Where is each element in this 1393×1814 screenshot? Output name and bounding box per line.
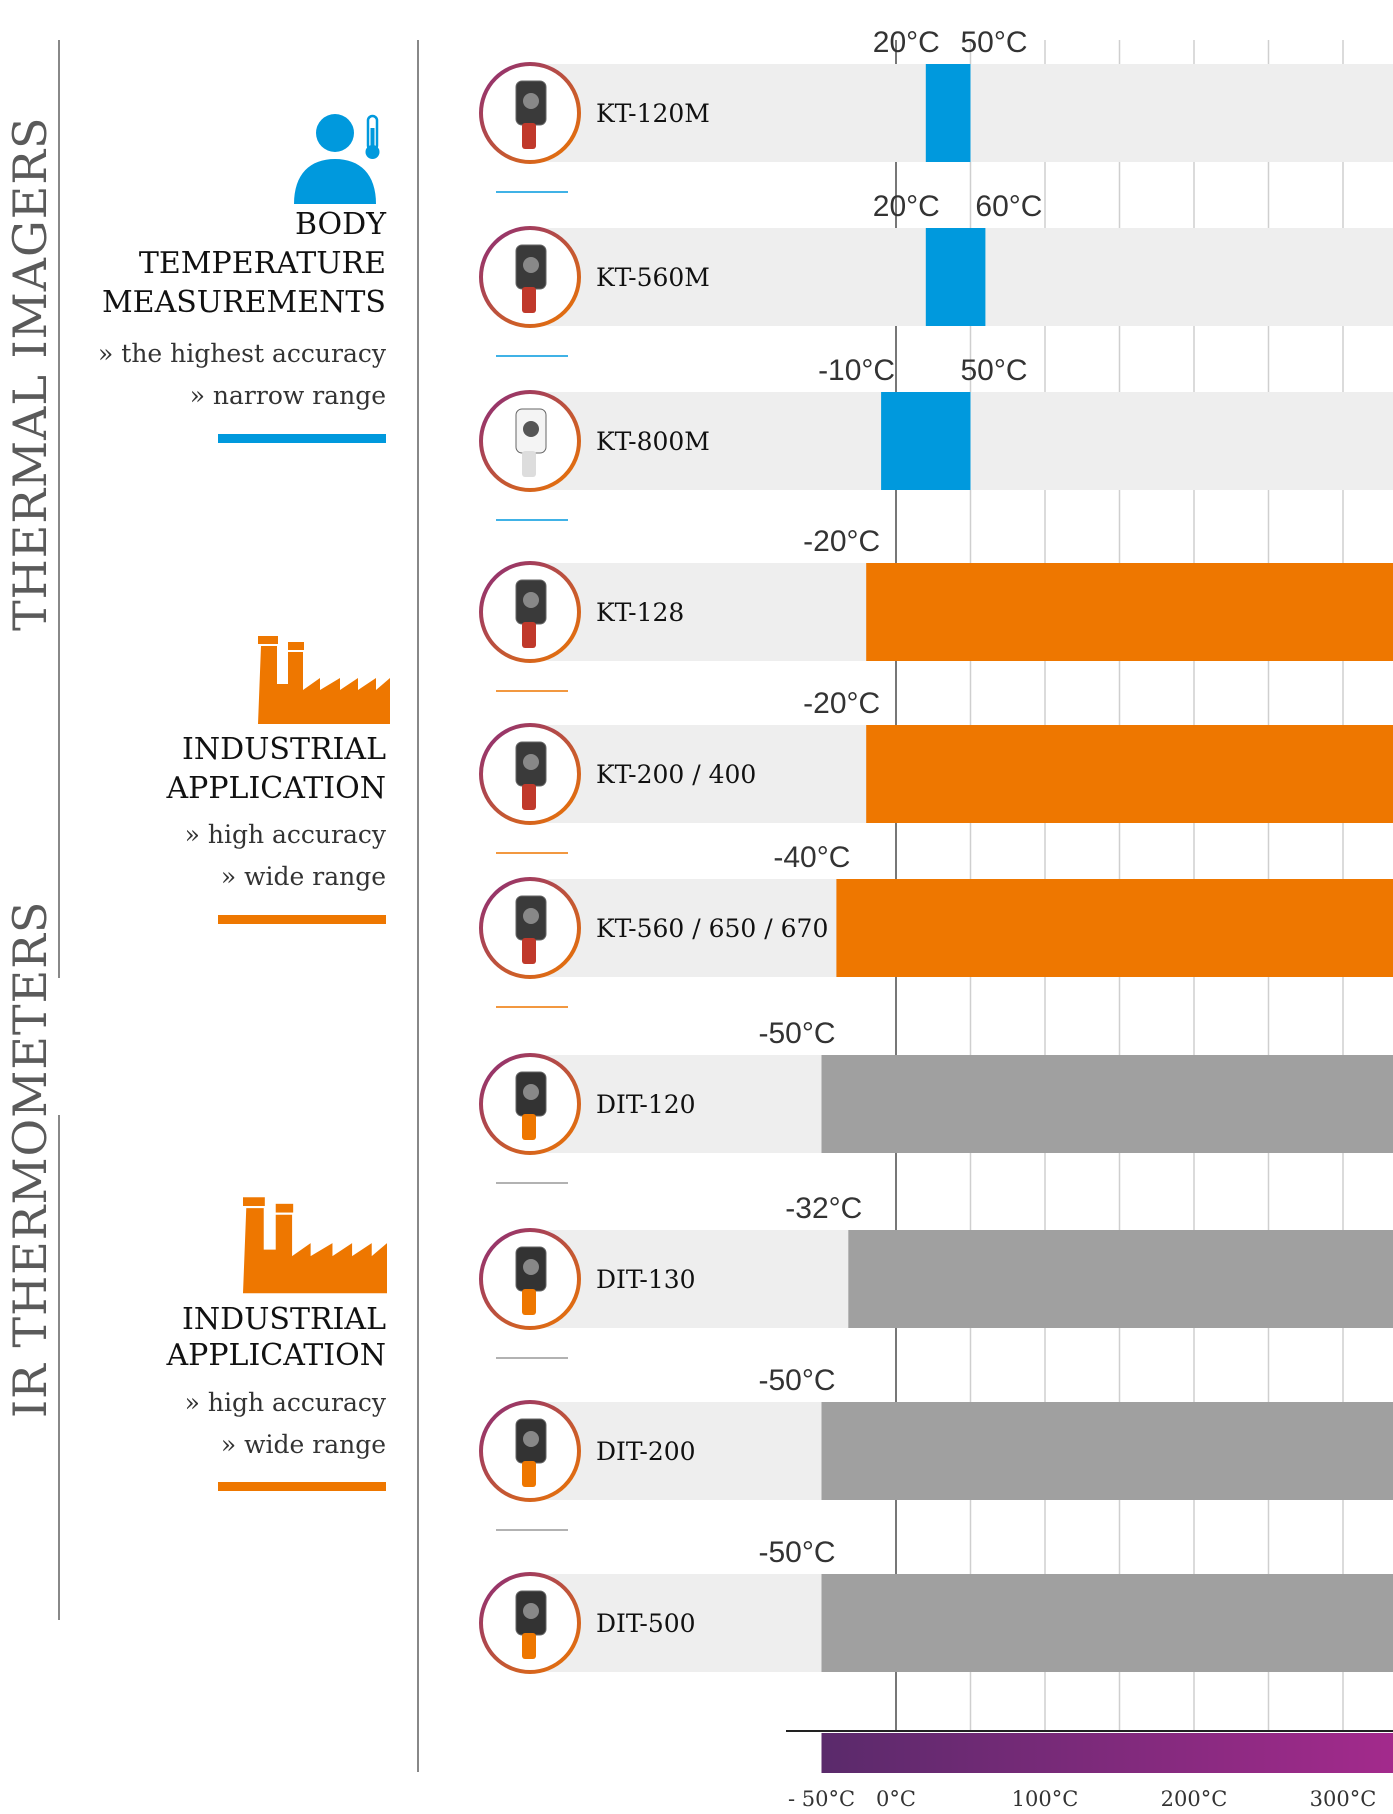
range-min-label: -50°C — [758, 1017, 835, 1050]
range-min-label: -32°C — [785, 1192, 862, 1225]
section-bullet: » high accuracy — [184, 820, 386, 849]
device-grip-icon — [522, 784, 536, 810]
device-grip-icon — [522, 622, 536, 648]
section-accent-bar-blue — [218, 434, 386, 443]
x-tick-label: 100°C — [1012, 1787, 1079, 1811]
range-min-label: -10°C — [818, 354, 895, 387]
product-label: KT-128 — [596, 598, 684, 627]
device-grip-icon — [522, 1289, 536, 1315]
range-bar — [836, 879, 1393, 977]
section-industrial-ir: INDUSTRIAL APPLICATION » high accuracy »… — [60, 1300, 387, 1500]
product-label: DIT-130 — [596, 1265, 696, 1294]
device-lens-icon — [523, 1259, 539, 1275]
device-grip-icon — [522, 123, 536, 149]
section-heading-line: MEASUREMENTS — [101, 285, 386, 320]
range-min-label: -20°C — [803, 525, 880, 558]
section-accent-bar-orange — [218, 915, 386, 924]
temperature-scale-bar — [821, 1733, 1393, 1773]
range-bar — [821, 1402, 1393, 1500]
x-tick-label: - 50°C — [788, 1787, 855, 1811]
factory-icon — [258, 636, 390, 724]
range-min-label: 20°C — [873, 190, 940, 223]
product-label: DIT-500 — [596, 1609, 696, 1638]
range-bar — [821, 1574, 1393, 1672]
section-industrial-imagers: INDUSTRIAL APPLICATION » high accuracy »… — [60, 730, 387, 930]
section-heading-line: INDUSTRIAL — [181, 1302, 386, 1337]
section-bullet: » the highest accuracy — [98, 339, 386, 368]
group-divider-thermal — [58, 40, 60, 978]
section-heading-line: APPLICATION — [166, 771, 387, 806]
range-max-label: 50°C — [961, 26, 1028, 59]
device-grip-icon — [522, 451, 536, 477]
device-lens-icon — [523, 592, 539, 608]
product-label: KT-200 / 400 — [596, 760, 756, 789]
range-bar — [881, 392, 971, 490]
x-tick-label: 200°C — [1161, 1787, 1228, 1811]
device-lens-icon — [523, 754, 539, 770]
product-label: KT-560M — [596, 263, 710, 292]
section-body-temperature: BODY TEMPERATURE MEASUREMENTS » the high… — [60, 205, 386, 450]
device-lens-icon — [523, 908, 539, 924]
range-min-label: -20°C — [803, 687, 880, 720]
factory-icon — [243, 1197, 387, 1294]
range-min-label: -50°C — [758, 1364, 835, 1397]
product-label: DIT-200 — [596, 1437, 696, 1466]
section-heading-line: APPLICATION — [166, 1338, 387, 1373]
section-heading-line: TEMPERATURE — [138, 246, 386, 281]
product-label: KT-120M — [596, 99, 710, 128]
device-grip-icon — [522, 1633, 536, 1659]
device-lens-icon — [523, 257, 539, 273]
device-lens-icon — [523, 1603, 539, 1619]
range-max-label: 60°C — [975, 190, 1042, 223]
product-label: KT-560 / 650 / 670 — [596, 914, 828, 943]
x-tick-label: 300°C — [1310, 1787, 1377, 1811]
column-divider — [417, 40, 419, 1772]
section-bullet: » wide range — [220, 1430, 386, 1459]
range-max-label: 50°C — [961, 354, 1028, 387]
x-tick-label: 0°C — [876, 1787, 916, 1811]
device-grip-icon — [522, 938, 536, 964]
range-bar — [848, 1230, 1393, 1328]
device-lens-icon — [523, 1431, 539, 1447]
range-min-label: -50°C — [758, 1536, 835, 1569]
section-bullet: » narrow range — [189, 381, 386, 410]
section-heading-line: BODY — [294, 207, 386, 242]
section-accent-bar-orange — [218, 1482, 386, 1491]
group-divider-ir — [58, 1115, 60, 1620]
person-thermometer-icon — [294, 114, 380, 204]
range-bar — [821, 1055, 1393, 1153]
range-min-label: -40°C — [773, 841, 850, 874]
range-bar — [925, 228, 986, 326]
device-grip-icon — [522, 287, 536, 313]
product-label: DIT-120 — [596, 1090, 696, 1119]
range-bar — [866, 563, 1393, 661]
range-bar — [925, 64, 971, 162]
device-lens-icon — [523, 421, 539, 437]
device-lens-icon — [523, 93, 539, 109]
product-label: KT-800M — [596, 427, 710, 456]
device-lens-icon — [523, 1084, 539, 1100]
range-bar — [866, 725, 1393, 823]
section-heading-line: INDUSTRIAL — [181, 732, 386, 767]
device-grip-icon — [522, 1114, 536, 1140]
section-bullet: » high accuracy — [184, 1388, 386, 1417]
section-bullet: » wide range — [220, 862, 386, 891]
range-min-label: 20°C — [873, 26, 940, 59]
device-grip-icon — [522, 1461, 536, 1487]
